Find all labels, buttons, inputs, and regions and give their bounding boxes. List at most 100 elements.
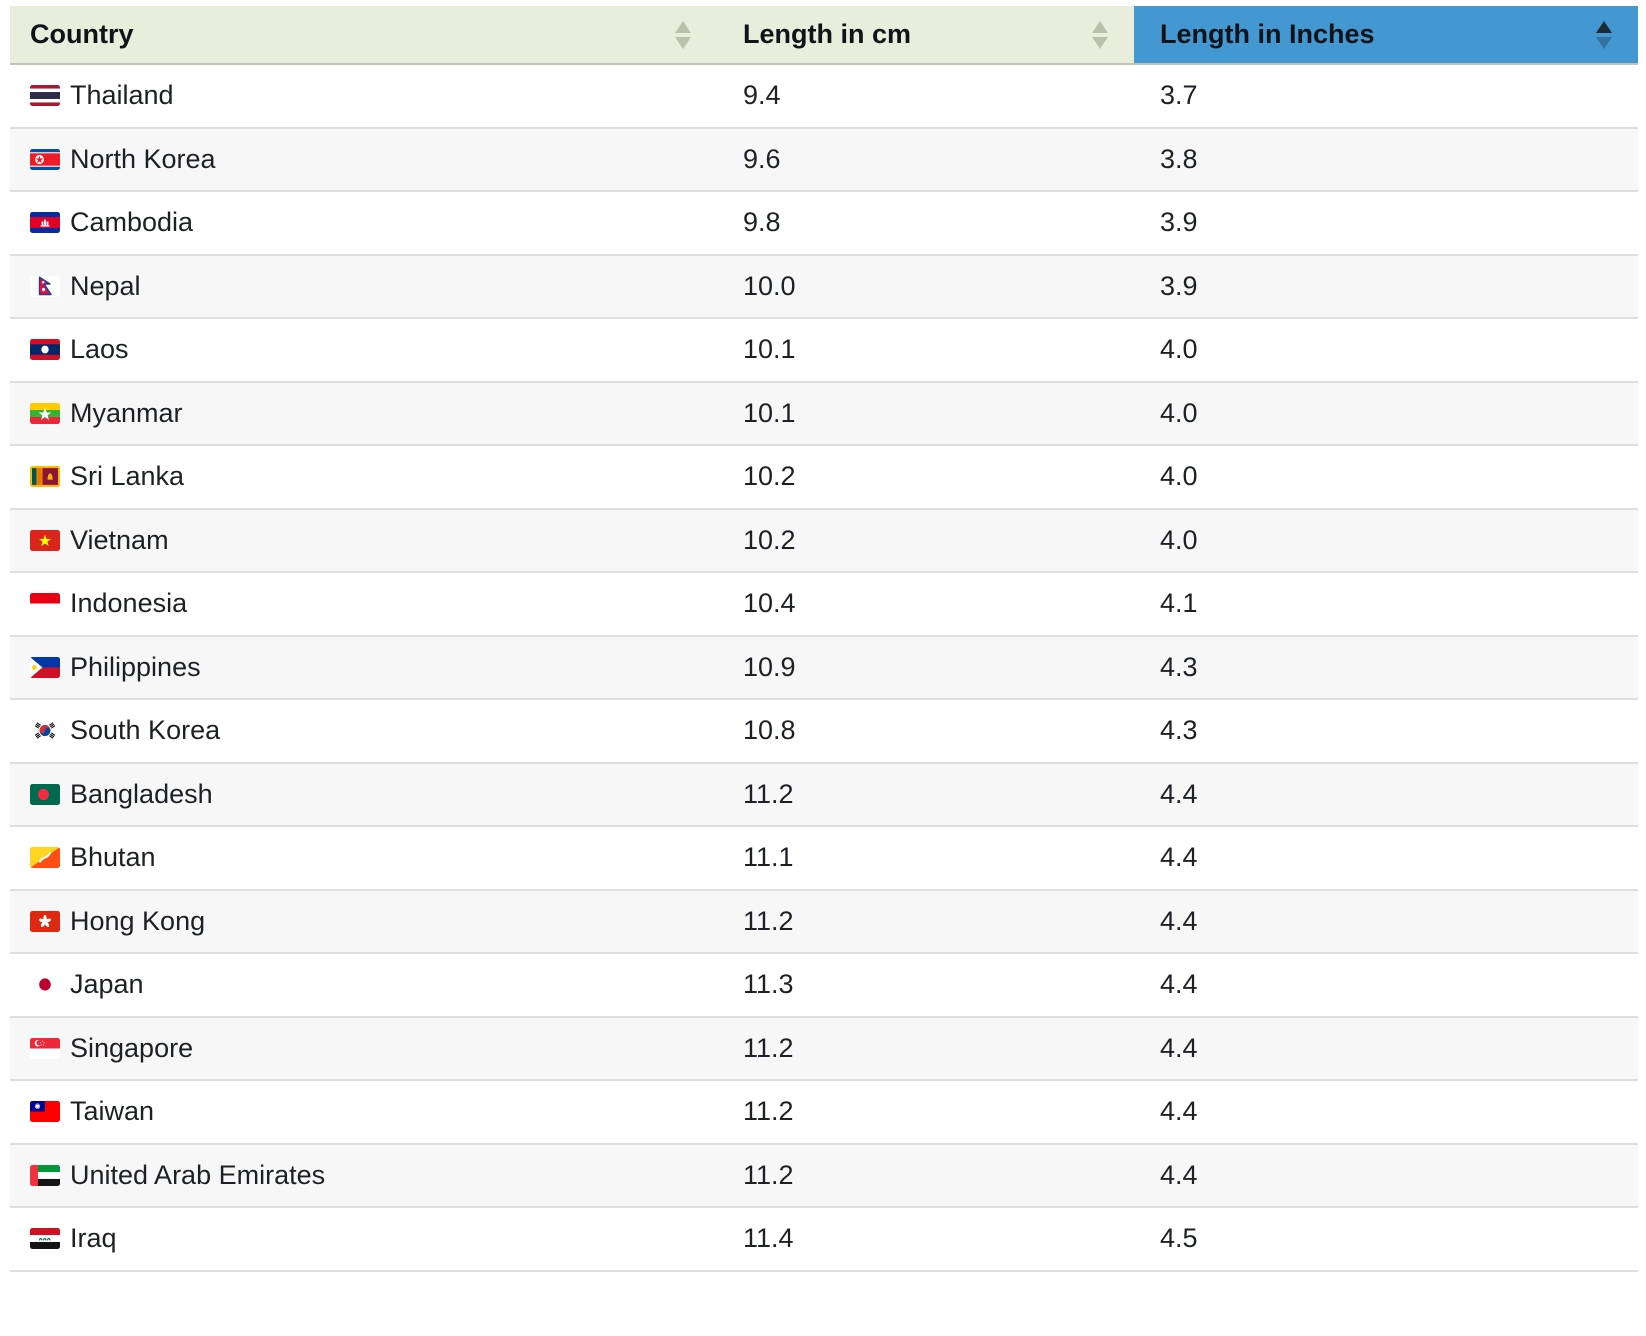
length-table: Country Length in cm Length in Inches [10, 6, 1638, 1272]
sort-arrows-icon [675, 20, 691, 49]
length-inches-cell: 4.4 [1160, 969, 1198, 1000]
length-inches-cell: 4.0 [1160, 524, 1198, 555]
table-row: Philippines 10.9 4.3 [10, 636, 1638, 700]
country-name: Myanmar [70, 397, 183, 428]
length-cm-cell: 10.0 [743, 270, 796, 301]
table-row: Bangladesh 11.2 4.4 [10, 763, 1638, 827]
country-name: Laos [70, 334, 129, 365]
flag-laos-icon [30, 339, 60, 361]
country-name: Indonesia [70, 588, 188, 619]
flag-japan-icon [30, 974, 60, 996]
country-name: Hong Kong [70, 905, 206, 936]
flag-taiwan-icon [30, 1101, 60, 1123]
length-inches-cell: 4.3 [1160, 651, 1198, 682]
page: Country Length in cm Length in Inches [10, 6, 1638, 1272]
country-name: Japan [70, 969, 144, 1000]
sort-arrows-icon [1596, 20, 1612, 49]
length-inches-cell: 3.9 [1160, 207, 1198, 238]
table-header-row: Country Length in cm Length in Inches [10, 6, 1638, 65]
length-inches-cell: 4.4 [1160, 905, 1198, 936]
country-cell: South Korea [10, 700, 717, 762]
sort-desc-icon [1596, 36, 1612, 49]
length-cm-cell: 11.2 [743, 905, 794, 936]
length-cm-cell: 10.4 [743, 588, 796, 619]
country-cell: Thailand [10, 65, 717, 127]
length-inches-cell: 4.0 [1160, 334, 1198, 365]
table-row: Laos 10.1 4.0 [10, 319, 1638, 383]
length-cm-cell: 10.1 [743, 334, 796, 365]
flag-singapore-icon [30, 1037, 60, 1059]
country-cell: Myanmar [10, 383, 717, 445]
length-inches-cell: 4.4 [1160, 778, 1198, 809]
country-cell: Bhutan [10, 827, 717, 889]
length-inches-cell: 4.4 [1160, 1096, 1198, 1127]
length-cm-cell: 11.4 [743, 1223, 794, 1254]
table-row: Sri Lanka 10.2 4.0 [10, 446, 1638, 510]
length-cm-cell: 11.2 [743, 1032, 794, 1063]
table-row: Vietnam 10.2 4.0 [10, 509, 1638, 573]
country-cell: Japan [10, 954, 717, 1016]
flag-north-korea-icon [30, 148, 60, 170]
length-cm-cell: 10.8 [743, 715, 796, 746]
country-cell: Hong Kong [10, 891, 717, 953]
length-cm-cell: 11.2 [743, 1159, 794, 1190]
length-cm-cell: 10.2 [743, 461, 796, 492]
column-header-country[interactable]: Country [10, 6, 717, 63]
country-name: Bhutan [70, 842, 156, 873]
table-row: Singapore 11.2 4.4 [10, 1017, 1638, 1081]
table-row: United Arab Emirates 11.2 4.4 [10, 1144, 1638, 1208]
country-cell: Nepal [10, 256, 717, 318]
flag-philippines-icon [30, 656, 60, 678]
flag-bangladesh-icon [30, 783, 60, 805]
column-header-length-inches[interactable]: Length in Inches [1134, 6, 1638, 63]
country-name: Taiwan [70, 1096, 155, 1127]
length-cm-cell: 9.4 [743, 80, 781, 111]
flag-sri-lanka-icon [30, 466, 60, 488]
length-inches-cell: 4.5 [1160, 1223, 1198, 1254]
country-name: Vietnam [70, 524, 169, 555]
length-cm-cell: 11.2 [743, 1096, 794, 1127]
country-name: Bangladesh [70, 778, 213, 809]
country-cell: Cambodia [10, 192, 717, 254]
sort-desc-icon [675, 36, 691, 49]
flag-uae-icon [30, 1164, 60, 1186]
flag-thailand-icon [30, 85, 60, 107]
table-row: Cambodia 9.8 3.9 [10, 192, 1638, 256]
sort-asc-icon [675, 20, 691, 33]
length-inches-cell: 4.4 [1160, 1159, 1198, 1190]
length-inches-cell: 3.8 [1160, 143, 1198, 174]
sort-desc-icon [1092, 36, 1108, 49]
country-name: Cambodia [70, 207, 194, 238]
table-row: Japan 11.3 4.4 [10, 954, 1638, 1018]
country-name: South Korea [70, 715, 221, 746]
flag-hong-kong-icon [30, 910, 60, 932]
flag-bhutan-icon [30, 847, 60, 869]
table-row: Hong Kong 11.2 4.4 [10, 890, 1638, 954]
country-name: Sri Lanka [70, 461, 185, 492]
country-cell: North Korea [10, 129, 717, 191]
column-header-length-inches-label: Length in Inches [1160, 19, 1375, 49]
sort-asc-icon [1596, 20, 1612, 33]
flag-south-korea-icon [30, 720, 60, 742]
country-name: North Korea [70, 143, 216, 174]
length-cm-cell: 9.8 [743, 207, 781, 238]
length-cm-cell: 11.1 [743, 842, 794, 873]
country-cell: Bangladesh [10, 764, 717, 826]
flag-iraq-icon [30, 1228, 60, 1250]
country-name: United Arab Emirates [70, 1159, 326, 1190]
length-inches-cell: 4.1 [1160, 588, 1198, 619]
flag-cambodia-icon [30, 212, 60, 234]
table-row: Thailand 9.4 3.7 [10, 65, 1638, 129]
country-cell: Indonesia [10, 573, 717, 635]
country-cell: Vietnam [10, 510, 717, 572]
table-row: Bhutan 11.1 4.4 [10, 827, 1638, 891]
table-body: Thailand 9.4 3.7 North Korea 9.6 3.8 Cambodia 9… [10, 65, 1638, 1272]
country-cell: Taiwan [10, 1081, 717, 1143]
flag-indonesia-icon [30, 593, 60, 615]
column-header-length-cm[interactable]: Length in cm [717, 6, 1134, 63]
country-name: Nepal [70, 270, 141, 301]
table-row: Taiwan 11.2 4.4 [10, 1081, 1638, 1145]
country-cell: Singapore [10, 1018, 717, 1080]
country-name: Singapore [70, 1032, 194, 1063]
country-cell: United Arab Emirates [10, 1145, 717, 1207]
